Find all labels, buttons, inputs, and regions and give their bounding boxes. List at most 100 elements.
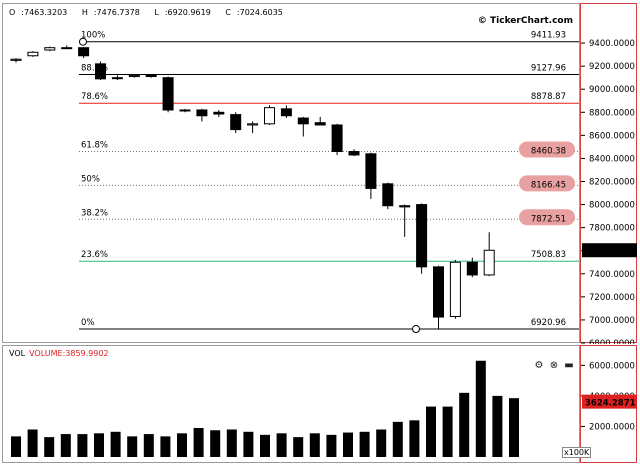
volume-bar xyxy=(392,421,403,457)
candle-body xyxy=(145,74,157,78)
price-axis[interactable]: 9400.0000 9200.0000 9000.0000 8800.0000 8600… xyxy=(580,3,637,344)
candle-body xyxy=(128,74,140,78)
volume-bar xyxy=(276,433,287,457)
candle-body xyxy=(230,114,242,131)
fib-ratio-label: 50% xyxy=(81,174,100,184)
candle-body xyxy=(382,183,394,207)
volume-label: VOL VOLUME:3859.9902 xyxy=(9,349,109,358)
volume-bar xyxy=(359,431,370,457)
candle-body xyxy=(196,109,208,117)
candle-body xyxy=(44,47,56,51)
volume-bar xyxy=(226,429,237,457)
candle-body xyxy=(10,58,22,61)
volume-bar xyxy=(160,436,171,457)
price-axis-label: 7000.0000 xyxy=(589,316,635,326)
volume-bar xyxy=(243,431,254,457)
fib-ratio-label: 78.6% xyxy=(81,92,108,102)
volume-bar xyxy=(459,392,470,457)
candle-body xyxy=(365,153,377,189)
price-axis-label: 8400.0000 xyxy=(589,154,635,164)
volume-bar xyxy=(492,395,503,457)
candle-body xyxy=(297,117,309,125)
candle-body xyxy=(314,122,326,126)
last-price-label: 7604.3174 xyxy=(585,247,636,257)
price-axis-label: 7400.0000 xyxy=(589,270,635,280)
ohlc-close: C:7024.6035 xyxy=(225,8,283,17)
candle-body xyxy=(95,63,106,80)
fib-ratio-label: 61.8% xyxy=(81,140,108,150)
candle-body xyxy=(27,51,39,57)
volume-axis-label: 2000.0000 xyxy=(589,422,635,432)
price-chart-svg: 100% 9411.93 88.6% 9127.96 78.6% 8878.87 61.8%… xyxy=(10,31,579,334)
volume-bar xyxy=(77,434,88,457)
volume-bar xyxy=(177,433,187,457)
fib-ratio-label: 88.6% xyxy=(81,63,108,73)
candle-body xyxy=(483,249,495,276)
volume-bar xyxy=(210,430,221,457)
volume-bar xyxy=(260,434,270,457)
volume-bar xyxy=(143,434,154,457)
candle-body xyxy=(416,204,428,268)
price-axis-label: 8600.0000 xyxy=(589,131,635,141)
price-axis-label: 9200.0000 xyxy=(589,62,635,72)
brand-watermark: © TickerChart.com xyxy=(477,16,573,26)
fib-value-label: 9127.96 xyxy=(531,63,566,73)
minimize-icon[interactable]: ▬ xyxy=(564,360,574,371)
close-icon[interactable]: ⊗ xyxy=(549,360,559,371)
fib-value-label: 8166.45 xyxy=(531,180,566,190)
fib-anchor-low xyxy=(412,325,420,334)
volume-bar xyxy=(442,406,453,457)
candle-body xyxy=(179,109,191,112)
fib-value-label: 7872.51 xyxy=(531,214,566,224)
fib-ratio-label: 100% xyxy=(81,31,105,41)
volume-bar xyxy=(376,429,387,457)
settings-icon[interactable]: ⚙ xyxy=(534,360,544,371)
volume-axis-label: 6000.0000 xyxy=(589,361,635,371)
candle-body xyxy=(162,77,174,111)
price-axis-svg: 9400.0000 9200.0000 9000.0000 8800.0000 8600… xyxy=(581,39,637,344)
volume-bar xyxy=(426,406,436,457)
volume-bar xyxy=(293,437,304,457)
fib-value-badge xyxy=(519,175,575,192)
ohlc-high: H:7476.7378 xyxy=(81,8,140,17)
volume-bar xyxy=(475,360,486,457)
volume-bar xyxy=(509,398,519,457)
fib-ratio-label: 23.6% xyxy=(81,250,108,260)
candle-body xyxy=(433,266,444,318)
last-price-tag xyxy=(582,243,637,258)
candle-body xyxy=(466,261,478,276)
fib-value-label: 8460.38 xyxy=(531,146,566,156)
ohlc-low: L:6920.9619 xyxy=(154,8,211,17)
price-axis-label: 9000.0000 xyxy=(589,85,635,95)
volume-multiplier: x100K xyxy=(562,447,592,458)
last-volume-tag xyxy=(582,394,637,409)
price-axis-label: 8200.0000 xyxy=(589,178,635,188)
volume-bar xyxy=(27,429,38,457)
volume-value: VOLUME:3859.9902 xyxy=(29,349,109,358)
price-axis-label: 6800.0000 xyxy=(589,339,635,344)
candle-body xyxy=(264,107,275,125)
fib-value-label: 7508.83 xyxy=(531,250,566,260)
candle-body xyxy=(247,123,259,126)
volume-bar xyxy=(309,433,320,457)
volume-bar xyxy=(127,436,138,457)
fib-anchor-high xyxy=(79,37,87,46)
volume-bar xyxy=(343,432,353,457)
fib-value-label: 8878.87 xyxy=(531,92,566,102)
volume-bar xyxy=(326,434,337,457)
candle-body xyxy=(399,205,411,208)
candle-body xyxy=(280,108,292,117)
price-axis-label: 7800.0000 xyxy=(589,224,635,234)
ohlc-open: O:7463.3203 xyxy=(9,8,68,17)
volume-bar xyxy=(94,433,104,457)
volume-chart-svg xyxy=(11,360,519,457)
candle-body xyxy=(348,151,360,156)
price-axis-label: 9400.0000 xyxy=(589,39,635,49)
price-chart-panel[interactable]: O:7463.3203 H:7476.7378 L:6920.9619 C:70… xyxy=(2,3,580,343)
candle-body xyxy=(449,261,461,317)
volume-panel[interactable]: VOL VOLUME:3859.9902 ⚙ ⊗ ▬ xyxy=(2,345,580,463)
volume-bar xyxy=(11,436,21,457)
fib-ratio-label: 38.2% xyxy=(81,208,108,218)
